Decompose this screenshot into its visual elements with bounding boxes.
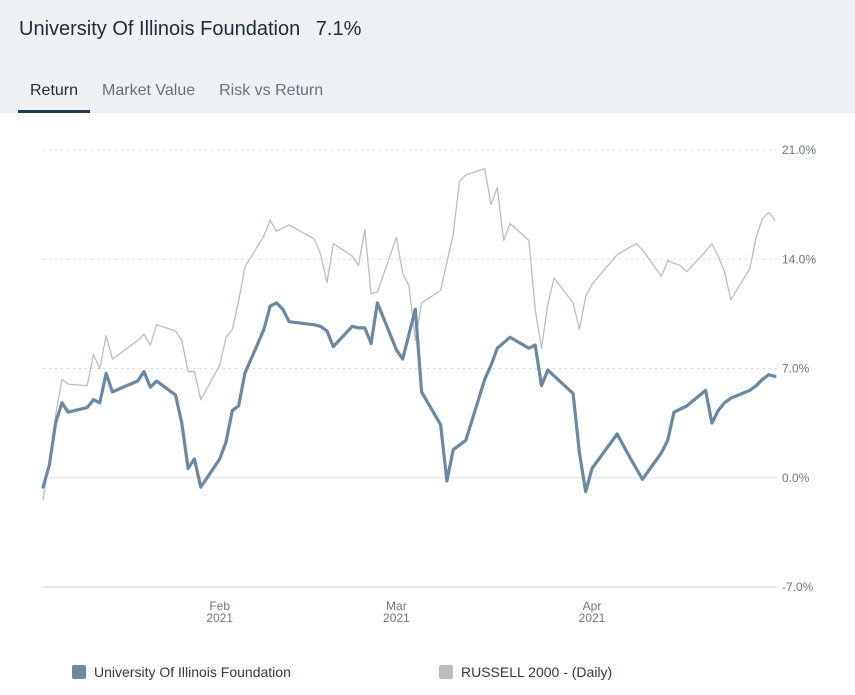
tab-return[interactable]: Return bbox=[18, 72, 91, 113]
series-line-benchmark bbox=[42, 168, 776, 501]
page-header: University Of Illinois Foundation 7.1% R… bbox=[0, 0, 855, 113]
x-tick-month: Apr bbox=[583, 599, 602, 613]
return-chart: 21.0%14.0%7.0%0.0%-7.0% Feb2021Mar2021Ap… bbox=[41, 143, 816, 625]
x-tick-month: Mar bbox=[386, 599, 407, 613]
tab-market-value[interactable]: Market Value bbox=[102, 82, 196, 99]
series-lines bbox=[41, 168, 777, 501]
series-line-fund bbox=[41, 301, 777, 494]
legend-label-fund: University Of Illinois Foundation bbox=[94, 664, 291, 680]
x-tick-month: Feb bbox=[209, 599, 230, 613]
return-value: 7.1% bbox=[315, 18, 362, 40]
page-title: University Of Illinois Foundation bbox=[19, 18, 301, 40]
legend-item-benchmark[interactable]: RUSSELL 2000 - (Daily) bbox=[439, 664, 612, 680]
y-tick-label: -7.0% bbox=[782, 580, 814, 594]
legend-item-fund[interactable]: University Of Illinois Foundation bbox=[72, 664, 291, 680]
y-axis-ticks: 21.0% 14.0% 7.0% 0.0% -7.0% bbox=[782, 143, 816, 594]
x-tick-year: 2021 bbox=[206, 611, 233, 625]
legend-label-benchmark: RUSSELL 2000 - (Daily) bbox=[461, 664, 613, 680]
y-tick-label: 0.0% bbox=[782, 471, 810, 485]
grid-lines bbox=[43, 149, 777, 588]
legend-swatch-fund bbox=[72, 665, 86, 679]
title-row: University Of Illinois Foundation 7.1% bbox=[19, 18, 361, 41]
y-tick-label: 14.0% bbox=[782, 252, 816, 266]
y-tick-label: 7.0% bbox=[782, 362, 810, 376]
x-tick-year: 2021 bbox=[383, 611, 410, 625]
tab-bar: Return Market Value Risk vs Return bbox=[18, 72, 335, 113]
y-tick-label: 21.0% bbox=[782, 143, 816, 157]
tab-risk-vs-return[interactable]: Risk vs Return bbox=[219, 82, 324, 99]
legend-swatch-benchmark bbox=[439, 665, 453, 679]
x-tick-year: 2021 bbox=[579, 611, 606, 625]
